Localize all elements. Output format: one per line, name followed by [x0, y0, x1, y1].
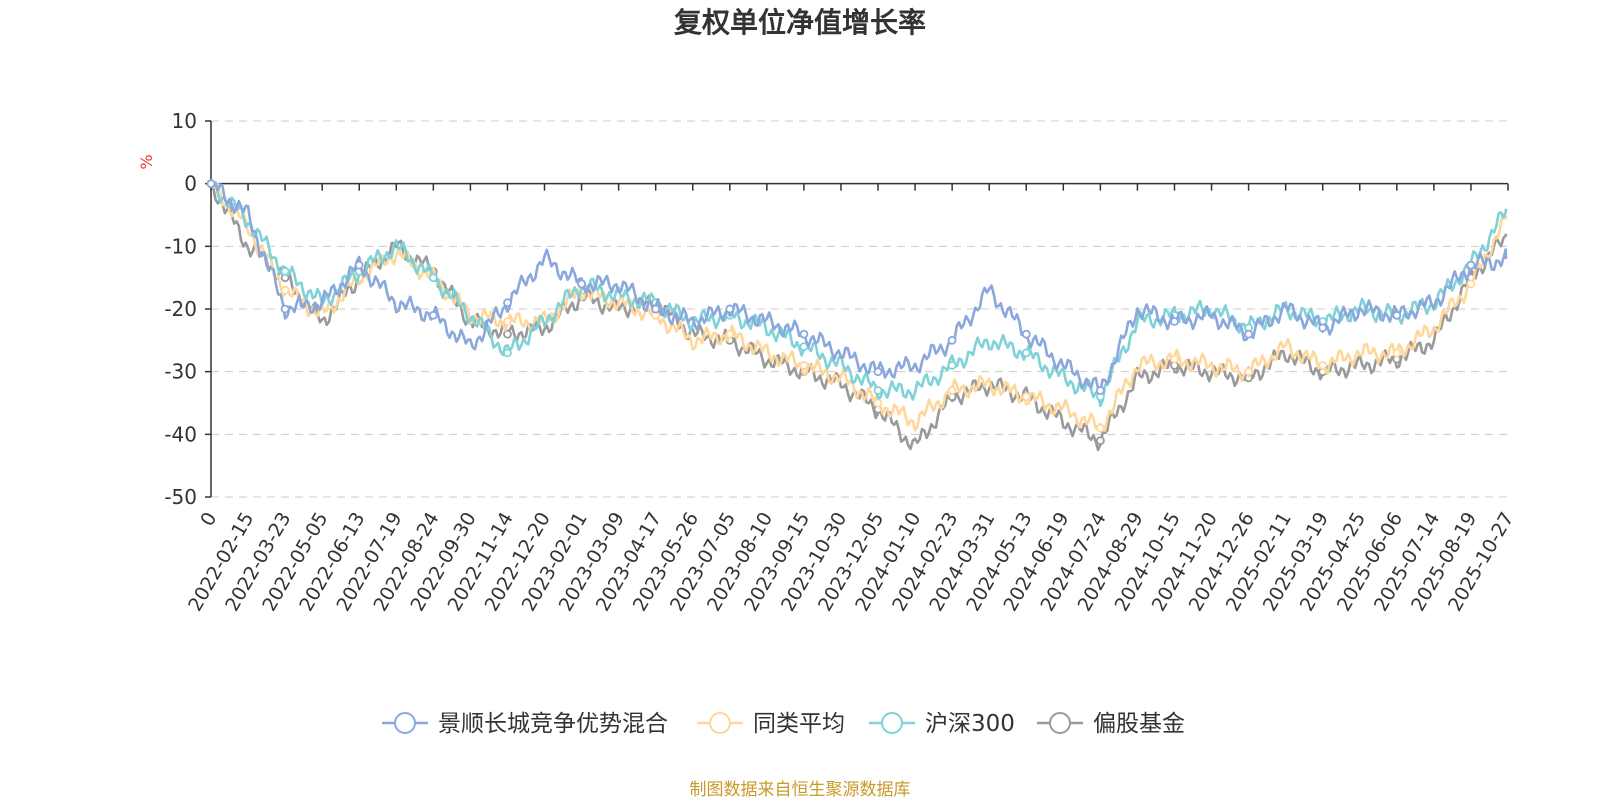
- data-point: [725, 304, 735, 314]
- data-point: [280, 266, 290, 276]
- legend-marker-icon: [881, 712, 903, 734]
- data-point: [1170, 317, 1179, 326]
- y-tick-label: -10: [164, 234, 197, 258]
- data-point: [1021, 329, 1031, 339]
- data-point: [577, 279, 586, 289]
- data-point: [280, 304, 290, 314]
- data-point: [947, 335, 957, 345]
- legend-label: 景顺长城竞争优势混合: [438, 711, 668, 737]
- data-point: [428, 273, 438, 283]
- data-point: [1096, 423, 1105, 433]
- data-point: [651, 304, 661, 314]
- x-tick-label: 0: [196, 509, 221, 530]
- y-tick-label: -30: [164, 360, 197, 384]
- legend-marker-icon: [709, 712, 731, 734]
- y-tick-label: 10: [172, 109, 197, 133]
- data-point: [1392, 310, 1402, 320]
- data-point: [428, 310, 438, 320]
- y-tick-label: -20: [164, 297, 197, 321]
- data-point: [1244, 329, 1253, 339]
- y-tick-label: 0: [184, 172, 197, 196]
- series-lines: [206, 179, 1508, 452]
- data-point: [206, 179, 216, 189]
- data-point: [1318, 360, 1328, 370]
- legend-item[interactable]: 沪深300: [869, 711, 1015, 737]
- series-line: [210, 182, 1508, 432]
- data-point: [354, 260, 364, 270]
- legend[interactable]: 景顺长城竞争优势混合 同类平均 沪深300 偏股基金: [382, 711, 1185, 737]
- data-point: [873, 386, 883, 395]
- y-tick-label: -50: [164, 485, 197, 509]
- data-point: [1021, 348, 1031, 358]
- y-tick-label: -40: [164, 422, 197, 446]
- legend-marker-icon: [394, 712, 416, 734]
- data-point: [1096, 436, 1105, 446]
- data-point: [1318, 323, 1328, 333]
- gridlines: [211, 120, 1508, 498]
- legend-item[interactable]: 偏股基金: [1037, 711, 1185, 737]
- data-point: [947, 386, 957, 395]
- source-note: 制图数据来自恒生聚源数据库: [690, 780, 911, 800]
- legend-item[interactable]: 同类平均: [697, 711, 845, 737]
- y-axis-ticks: 10 0 -10 -20 -30 -40 -50: [164, 109, 212, 509]
- data-point: [873, 367, 883, 377]
- data-point: [1096, 386, 1105, 395]
- chart-title: 复权单位净值增长率: [674, 6, 926, 39]
- data-point: [873, 398, 883, 408]
- data-point: [503, 348, 512, 358]
- data-point: [503, 298, 512, 308]
- data-point: [503, 317, 512, 326]
- legend-label: 沪深300: [925, 711, 1015, 737]
- data-point: [725, 329, 735, 339]
- series-line: [210, 182, 1508, 393]
- data-point: [947, 360, 957, 370]
- data-point: [1392, 348, 1402, 358]
- legend-item[interactable]: 景顺长城竞争优势混合: [382, 711, 668, 737]
- legend-label: 偏股基金: [1093, 711, 1185, 737]
- y-axis-unit: %: [137, 154, 156, 169]
- data-point: [1170, 354, 1179, 364]
- data-point: [1466, 279, 1476, 289]
- data-point: [503, 329, 512, 339]
- legend-label: 同类平均: [753, 711, 845, 737]
- series-line: [209, 183, 1508, 452]
- data-point: [280, 285, 290, 295]
- data-point: [1466, 260, 1476, 270]
- data-point: [799, 360, 809, 370]
- legend-marker-icon: [1049, 712, 1071, 734]
- data-point: [1021, 392, 1031, 402]
- data-point: [799, 329, 809, 339]
- series-line: [210, 181, 1508, 408]
- data-point: [1244, 367, 1253, 377]
